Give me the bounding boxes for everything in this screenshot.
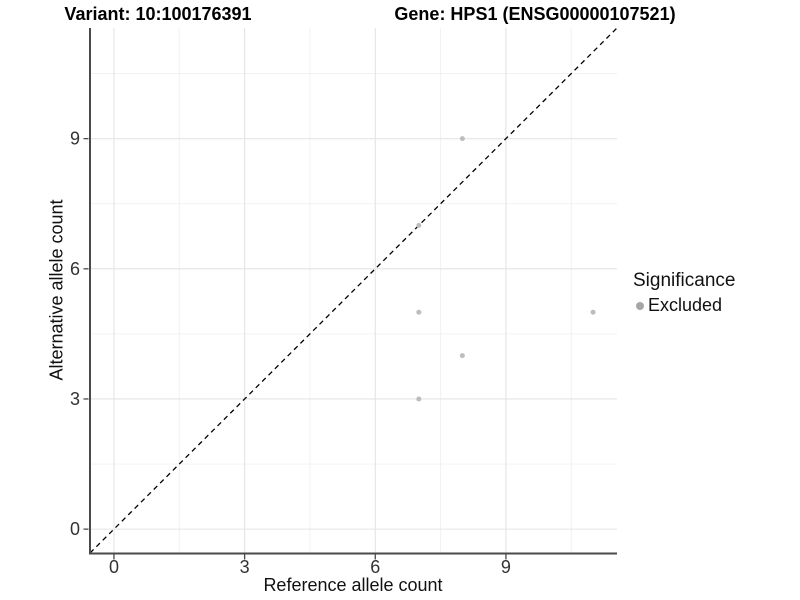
data-point — [416, 309, 422, 315]
y-tick-label: 0 — [70, 519, 80, 539]
x-tick-label: 9 — [501, 557, 511, 577]
x-tick-label: 6 — [370, 557, 380, 577]
data-point — [459, 353, 465, 359]
data-point — [416, 222, 422, 228]
legend: Significance Excluded — [633, 270, 735, 316]
legend-key-dot-icon — [636, 301, 644, 310]
legend-item-label: Excluded — [648, 295, 723, 315]
x-tick-label: 3 — [240, 557, 250, 577]
x-tick-label: 0 — [109, 557, 119, 577]
plot-title-variant: Variant: 10:100176391 — [64, 4, 252, 24]
y-tick-label: 9 — [70, 129, 80, 149]
data-point — [416, 396, 422, 402]
y-tick-label: 6 — [70, 259, 80, 279]
data-point — [459, 136, 465, 142]
plot-title-gene: Gene: HPS1 (ENSG00000107521) — [394, 4, 676, 24]
data-point — [590, 309, 596, 315]
y-axis-title: Alternative allele count — [46, 199, 67, 381]
legend-title: Significance — [633, 270, 736, 291]
x-axis-title: Reference allele count — [263, 575, 443, 595]
identity-line — [89, 27, 618, 554]
y-tick-label: 3 — [70, 389, 80, 409]
legend-item-excluded: Excluded — [633, 295, 735, 316]
